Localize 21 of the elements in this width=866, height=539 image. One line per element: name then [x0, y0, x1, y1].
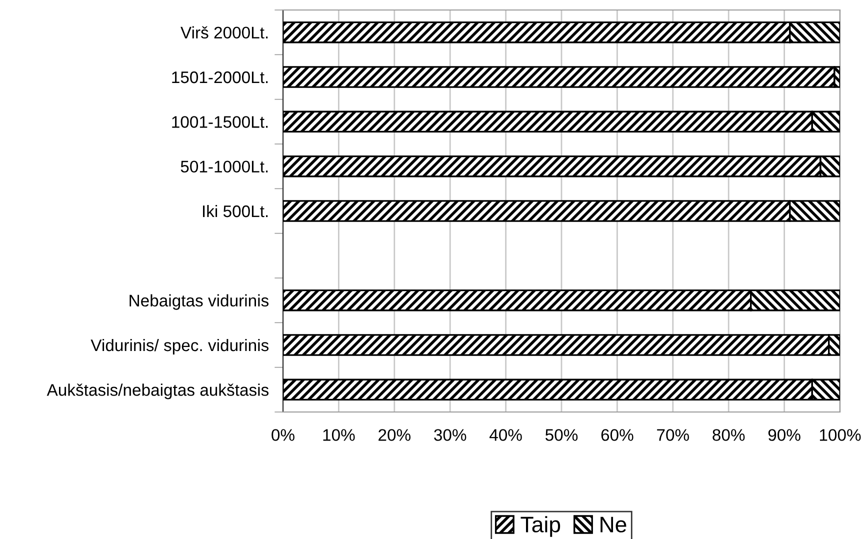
legend-label: Taip — [520, 516, 560, 537]
y-tick-label: Iki 500Lt. — [203, 204, 268, 218]
y-tick-label: 501-1000Lt. — [180, 160, 268, 173]
x-tick-label: 60% — [601, 429, 634, 441]
x-tick-label: 40% — [490, 429, 522, 441]
x-tick-label: 30% — [434, 429, 466, 441]
y-tick-label: Vidurinis/ spec. vidurinis — [90, 338, 269, 354]
x-tick-label: 50% — [545, 429, 578, 441]
x-tick-label: 100% — [820, 429, 861, 441]
y-tick-label: Aukštasis/nebaigtas aukštasis — [46, 384, 269, 400]
x-tick-label: 20% — [378, 429, 410, 441]
y-tick-label: 1001-1500Lt. — [172, 116, 268, 128]
y-tick-label: 1501-2000Lt. — [172, 71, 268, 84]
x-tick-label: 0% — [272, 429, 294, 441]
x-tick-label: 80% — [712, 429, 745, 441]
x-tick-label: 90% — [768, 429, 800, 441]
x-tick-label: 10% — [323, 429, 355, 441]
x-tick-label: 70% — [657, 429, 689, 441]
y-tick-label: Nebaigtas vidurinis — [130, 294, 269, 310]
legend-label: Ne — [600, 516, 626, 532]
y-tick-label: Virš 2000Lt. — [180, 26, 268, 39]
